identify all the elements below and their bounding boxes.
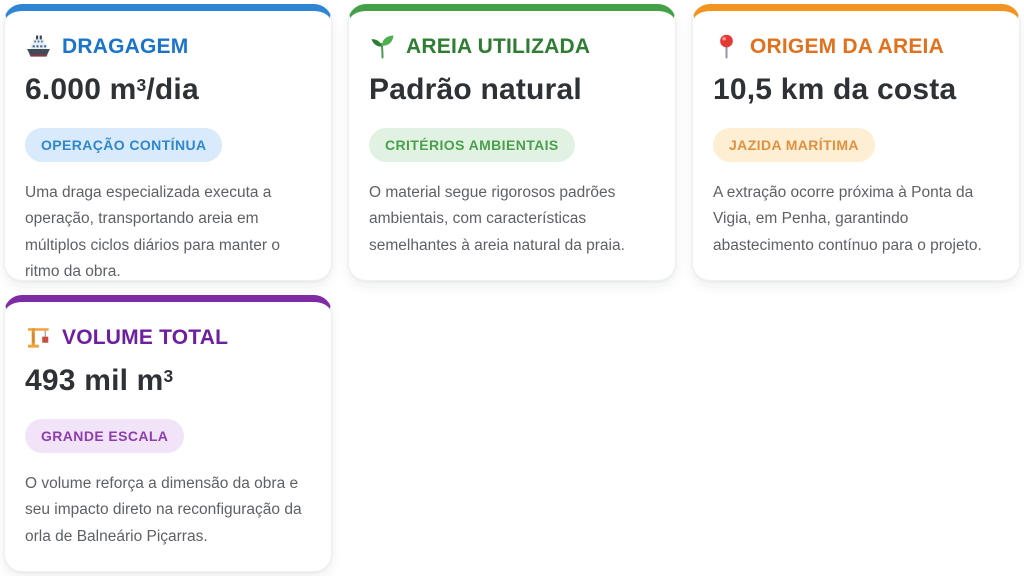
card-value: 6.000 m3/dia bbox=[25, 72, 311, 108]
card-areia-utilizada: AREIA UTILIZADA Padrão natural CRITÉRIOS… bbox=[348, 4, 676, 281]
card-header: AREIA UTILIZADA bbox=[369, 33, 655, 60]
card-description: O volume reforça a dimensão da obra e se… bbox=[25, 475, 302, 545]
card-header: VOLUME TOTAL bbox=[25, 324, 311, 351]
card-value: 10,5 km da costa bbox=[713, 72, 999, 108]
card-header: DRAGAGEM bbox=[25, 33, 311, 60]
round-pushpin-icon bbox=[713, 33, 740, 60]
card-dragagem: DRAGAGEM 6.000 m3/dia OPERAÇÃO CONTÍNUA … bbox=[4, 4, 332, 281]
value-main: 6.000 m bbox=[25, 73, 137, 106]
card-title: ORIGEM DA AREIA bbox=[750, 34, 944, 58]
value-superscript: 3 bbox=[163, 365, 174, 386]
card-title: DRAGAGEM bbox=[62, 34, 189, 58]
value-superscript: 3 bbox=[136, 74, 147, 95]
card-header: ORIGEM DA AREIA bbox=[713, 33, 999, 60]
card-volume-total: VOLUME TOTAL 493 mil m3 GRANDE ESCALA O … bbox=[4, 295, 332, 572]
value-main: 10,5 km da costa bbox=[713, 73, 957, 106]
card-origem-da-areia: ORIGEM DA AREIA 10,5 km da costa JAZIDA … bbox=[692, 4, 1020, 281]
ship-icon bbox=[25, 33, 52, 60]
status-badge: OPERAÇÃO CONTÍNUA bbox=[25, 128, 223, 162]
card-description: A extração ocorre próxima à Ponta da Vig… bbox=[713, 184, 982, 254]
value-suffix: /dia bbox=[146, 73, 199, 106]
card-value: Padrão natural bbox=[369, 72, 655, 108]
card-value: 493 mil m3 bbox=[25, 363, 311, 399]
card-description: O material segue rigorosos padrões ambie… bbox=[369, 184, 625, 254]
card-title: VOLUME TOTAL bbox=[62, 325, 229, 349]
status-badge: GRANDE ESCALA bbox=[25, 419, 185, 453]
status-badge: JAZIDA MARÍTIMA bbox=[713, 128, 875, 162]
value-main: Padrão natural bbox=[369, 73, 582, 106]
card-title: AREIA UTILIZADA bbox=[406, 34, 591, 58]
status-badge: CRITÉRIOS AMBIENTAIS bbox=[369, 128, 575, 162]
value-main: 493 mil m bbox=[25, 364, 164, 397]
card-description: Uma draga especializada executa a operaç… bbox=[25, 184, 280, 281]
construction-crane-icon bbox=[25, 324, 52, 351]
seedling-icon bbox=[369, 33, 396, 60]
